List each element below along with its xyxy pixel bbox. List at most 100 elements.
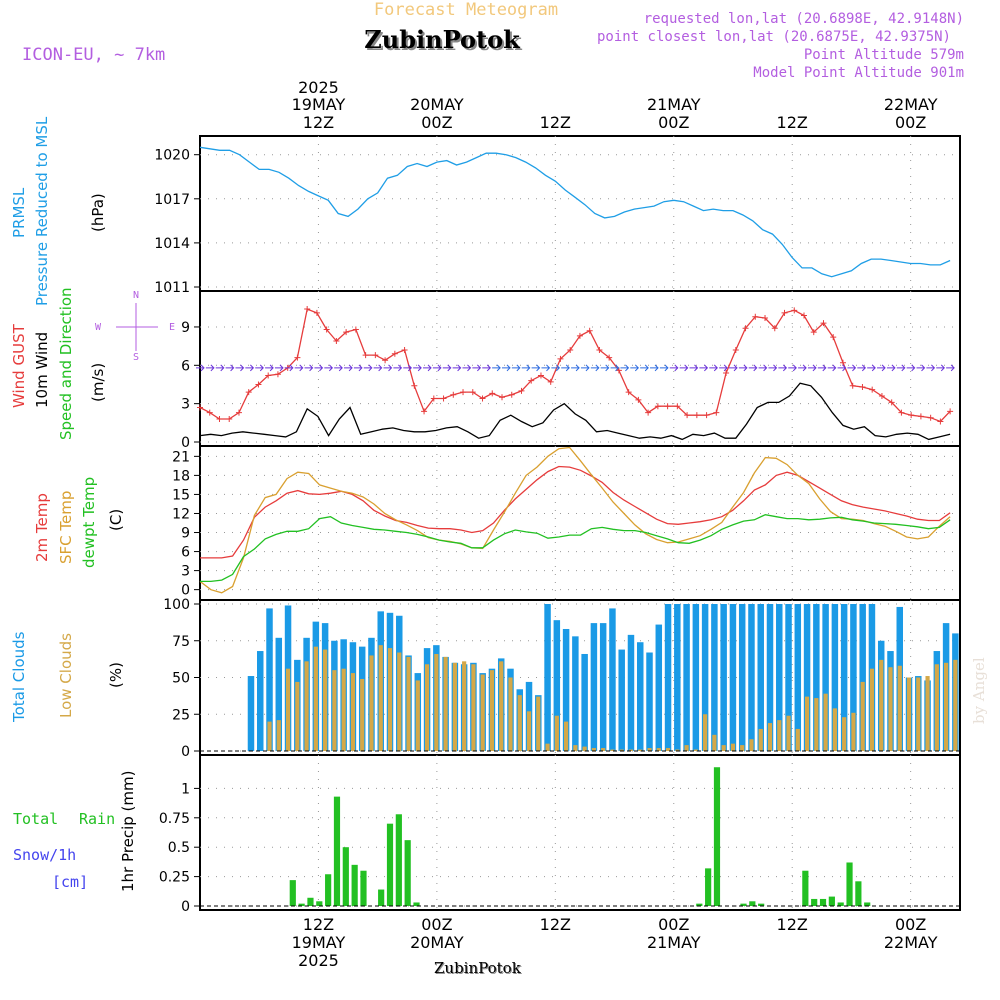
gust-marker — [382, 357, 389, 364]
wind-arrow — [610, 364, 620, 372]
gust-marker — [333, 338, 340, 345]
clouds-bar — [638, 749, 643, 751]
y-tick-label: 1014 — [154, 236, 190, 252]
bottom-tick-label: 2025 — [298, 951, 339, 970]
wind-arrow — [501, 364, 511, 372]
clouds-bar — [517, 695, 522, 751]
wind-arrow — [867, 364, 876, 372]
clouds-bar — [369, 655, 374, 751]
y-tick-label: 100 — [163, 597, 190, 613]
compass-n: N — [133, 290, 139, 301]
clouds-bar — [897, 665, 902, 751]
clouds-bar — [684, 745, 689, 751]
precip-bar — [360, 870, 367, 906]
precip-bar — [855, 881, 862, 906]
y-tick-label: 21 — [172, 449, 190, 465]
wind-arrow — [561, 364, 570, 372]
clouds-bar — [266, 608, 273, 751]
clouds-bar — [879, 659, 884, 751]
gust-marker — [664, 403, 671, 410]
total-label: Total — [13, 810, 58, 828]
clouds-bar — [757, 604, 764, 751]
clouds-bar — [387, 648, 393, 751]
low-clouds-label: Low Clouds — [57, 633, 75, 718]
precip-unit: 1hr Precip (mm) — [119, 771, 137, 892]
wind-arrow — [314, 364, 324, 372]
clouds-panel: 0 25 50 75 100 — [163, 597, 961, 760]
clouds-bar — [452, 662, 457, 751]
y-tick-label: 1011 — [154, 280, 190, 296]
wind-arrow — [600, 364, 610, 372]
wind-arrow — [205, 364, 215, 372]
y-tick-label: 0.5 — [168, 840, 190, 856]
clouds-bar — [683, 604, 690, 751]
clouds-bar — [655, 624, 663, 751]
clouds-bar — [360, 678, 365, 751]
gust-marker — [547, 378, 554, 385]
top-tick-label: 12Z — [777, 113, 808, 132]
gust-marker — [820, 320, 827, 327]
model-label: ICON-EU, ~ 7km — [22, 45, 165, 65]
sfc-label: SFC Temp — [57, 491, 75, 564]
y-tick-label: 12 — [172, 506, 190, 522]
gust-marker — [898, 409, 905, 416]
clouds-bar — [850, 604, 857, 751]
dewpt-label: dewpt Temp — [80, 477, 98, 568]
clouds-bar — [888, 667, 893, 751]
bottom-tick-label: 12Z — [540, 915, 571, 934]
temperature-panel: 0 3 6 9 12 15 18 21 — [172, 445, 961, 601]
gust-marker — [401, 346, 408, 353]
gust-marker — [255, 381, 262, 388]
y-tick-label: 3 — [181, 397, 190, 413]
snow-label: Snow/1h — [13, 846, 76, 864]
clouds-bar — [740, 745, 745, 751]
clouds-bar — [627, 634, 635, 751]
top-tick-label: 00Z — [895, 113, 926, 132]
gust-marker — [762, 315, 769, 322]
wind-arrow — [669, 364, 679, 372]
clouds-bar — [434, 653, 439, 751]
series-dewpt-temp — [200, 514, 951, 583]
gust-marker — [791, 307, 798, 314]
closest-coords: point closest lon,lat (20.6875E, 42.9375… — [597, 29, 951, 45]
top-tick-label: 00Z — [421, 113, 452, 132]
pressure-frame — [199, 135, 961, 292]
gust-marker — [499, 394, 505, 401]
gust-marker — [235, 409, 242, 416]
wind-arrow — [334, 364, 343, 372]
top-tick-label: 21MAY — [647, 95, 701, 114]
precip-bar — [404, 840, 411, 906]
top-tick-label: 12Z — [540, 113, 571, 132]
clouds-bar — [832, 708, 837, 751]
precip-bar — [705, 868, 712, 906]
clouds-bar — [721, 745, 726, 751]
wind-arrow — [778, 364, 788, 372]
clouds-bar — [536, 696, 541, 751]
rain-label: Rain — [79, 810, 115, 828]
y-tick-label: 0 — [181, 583, 190, 599]
precip-bar — [386, 823, 394, 906]
gust-marker — [460, 389, 467, 396]
precip-bar — [333, 796, 341, 906]
wind-panel: 0 3 6 9 — [181, 290, 961, 451]
precip-bar — [696, 903, 703, 906]
gust-marker — [859, 384, 866, 391]
bottom-tick-label: 00Z — [895, 915, 926, 934]
clouds-bar — [415, 680, 420, 751]
bottom-tick-label: 12Z — [777, 915, 808, 934]
y-tick-label: 3 — [181, 564, 190, 580]
clouds-bar — [443, 656, 448, 751]
wind-arrow — [817, 364, 827, 372]
clouds-bar — [777, 720, 782, 751]
clouds-bar — [738, 604, 746, 751]
precip-bar — [325, 874, 332, 906]
clouds-bar — [257, 651, 264, 751]
wind-arrow — [482, 364, 491, 372]
y-tick-label: 75 — [172, 634, 190, 650]
y-tick-label: 25 — [172, 707, 190, 723]
series-10m-wind — [199, 382, 951, 441]
precip-bar — [811, 898, 818, 906]
precip-bar — [713, 767, 721, 906]
precip-bar — [802, 870, 809, 906]
